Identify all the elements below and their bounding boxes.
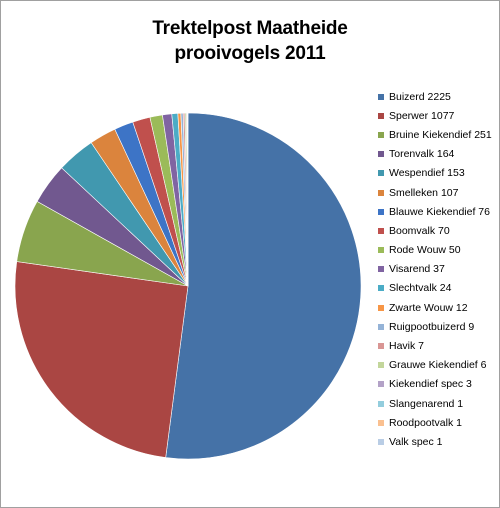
chart-legend: Buizerd 2225 Sperwer 1077 Bruine Kiekendie… [378,87,498,452]
legend-item: Valk spec 1 [378,432,498,451]
legend-swatch [378,189,384,196]
legend-swatch [378,247,384,254]
legend-label: Havik 7 [389,340,425,353]
legend-label: Valk spec 1 [389,435,443,448]
legend-item: Bruine Kiekendief 251 [378,125,498,144]
legend-item: Slangenarend 1 [378,394,498,413]
legend-item: Ruigpootbuizerd 9 [378,317,498,336]
legend-item: Wespendief 153 [378,164,498,183]
legend-item: Blauwe Kiekendief 76 [378,202,498,221]
legend-item: Visarend 37 [378,260,498,279]
legend-item: Torenvalk 164 [378,145,498,164]
chart-title: Trektelpost Maatheide prooivogels 2011 [60,16,440,66]
legend-swatch [378,227,384,234]
legend-label: Bruine Kiekendief 251 [389,128,492,141]
legend-item: Rode Wouw 50 [378,241,498,260]
pie-slice-sperwer [14,261,189,458]
legend-label: Buizerd 2225 [389,90,451,103]
legend-swatch [378,285,384,292]
legend-swatch [378,93,384,100]
chart-title-line-1: Trektelpost Maatheide [152,18,348,39]
legend-swatch [378,151,384,158]
legend-swatch [378,419,384,426]
legend-label: Sperwer 1077 [389,109,455,122]
legend-swatch [378,208,384,215]
legend-item: Smelleken 107 [378,183,498,202]
legend-item: Havik 7 [378,336,498,355]
legend-item: Zwarte Wouw 12 [378,298,498,317]
legend-label: Blauwe Kiekendief 76 [389,205,490,218]
legend-label: Wespendief 153 [389,167,465,180]
legend-label: Rode Wouw 50 [389,244,461,257]
legend-swatch [378,362,384,369]
legend-item: Kiekendief spec 3 [378,375,498,394]
legend-item: Slechtvalk 24 [378,279,498,298]
legend-label: Grauwe Kiekendief 6 [389,359,487,372]
legend-label: Smelleken 107 [389,186,459,199]
legend-label: Torenvalk 164 [389,148,455,161]
legend-item: Roodpootvalk 1 [378,413,498,432]
legend-item: Grauwe Kiekendief 6 [378,356,498,375]
legend-swatch [378,304,384,311]
legend-swatch [378,266,384,273]
legend-label: Kiekendief spec 3 [389,378,472,391]
legend-label: Roodpootvalk 1 [389,416,462,429]
legend-label: Zwarte Wouw 12 [389,301,468,314]
legend-label: Slechtvalk 24 [389,282,452,295]
legend-swatch [378,400,384,407]
legend-swatch [378,112,384,119]
pie-slice-buizerd [165,112,362,460]
legend-label: Boomvalk 70 [389,224,450,237]
legend-label: Slangenarend 1 [389,397,464,410]
legend-swatch [378,131,384,138]
legend-swatch [378,438,384,445]
legend-label: Visarend 37 [389,263,445,276]
legend-swatch [378,170,384,177]
legend-item: Sperwer 1077 [378,106,498,125]
legend-swatch [378,381,384,388]
legend-swatch [378,343,384,350]
legend-label: Ruigpootbuizerd 9 [389,320,475,333]
legend-item: Boomvalk 70 [378,221,498,240]
chart-title-line-2: prooivogels 2011 [174,43,326,64]
legend-item: Buizerd 2225 [378,87,498,106]
legend-swatch [378,323,384,330]
